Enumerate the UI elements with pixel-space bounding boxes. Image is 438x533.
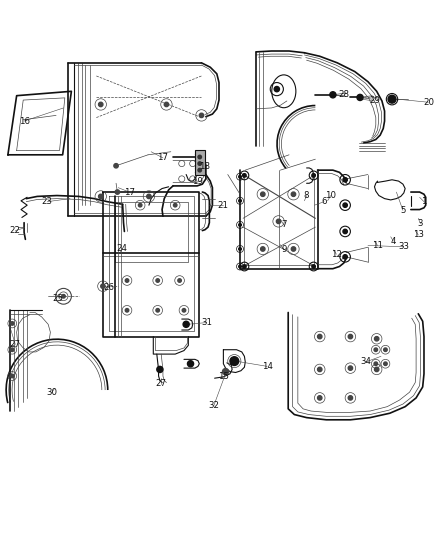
Circle shape: [101, 284, 105, 288]
Text: 21: 21: [217, 201, 228, 209]
Circle shape: [348, 334, 353, 339]
Circle shape: [239, 199, 241, 202]
Circle shape: [156, 309, 159, 312]
Circle shape: [125, 309, 129, 312]
Circle shape: [239, 175, 241, 178]
Text: 7: 7: [281, 220, 286, 229]
Circle shape: [164, 102, 169, 107]
Circle shape: [62, 295, 65, 298]
Circle shape: [156, 279, 159, 282]
Text: 26: 26: [103, 283, 114, 292]
Circle shape: [261, 192, 265, 197]
Circle shape: [147, 194, 151, 199]
Text: 16: 16: [18, 117, 30, 126]
Text: 17: 17: [157, 154, 169, 163]
Circle shape: [114, 164, 118, 168]
Circle shape: [318, 367, 322, 372]
Text: 9: 9: [281, 245, 286, 254]
Circle shape: [343, 255, 347, 259]
Text: 6: 6: [321, 197, 327, 206]
Circle shape: [125, 279, 129, 282]
Text: 13: 13: [413, 230, 424, 239]
Text: 32: 32: [208, 401, 219, 410]
Circle shape: [187, 361, 194, 367]
Circle shape: [384, 348, 387, 351]
Circle shape: [343, 177, 347, 182]
Circle shape: [343, 229, 347, 233]
Text: 8: 8: [304, 191, 309, 200]
Circle shape: [312, 265, 315, 268]
Text: 25: 25: [52, 294, 64, 303]
Text: 20: 20: [423, 98, 434, 107]
Text: 27: 27: [155, 379, 167, 389]
Text: 14: 14: [261, 362, 273, 371]
Circle shape: [99, 102, 103, 107]
Text: 12: 12: [331, 250, 342, 259]
Text: 4: 4: [391, 237, 396, 246]
Text: 30: 30: [46, 388, 57, 397]
Text: 5: 5: [400, 206, 406, 215]
Circle shape: [374, 362, 378, 366]
Circle shape: [388, 95, 396, 103]
Circle shape: [11, 348, 14, 351]
Circle shape: [138, 204, 142, 207]
Circle shape: [348, 395, 353, 400]
Circle shape: [291, 192, 296, 197]
Bar: [195, 150, 205, 174]
Text: 18: 18: [199, 162, 211, 171]
Circle shape: [312, 174, 315, 177]
Circle shape: [374, 348, 378, 351]
Text: 29: 29: [369, 96, 380, 106]
Circle shape: [374, 367, 379, 372]
Text: 31: 31: [201, 318, 212, 327]
Circle shape: [274, 86, 279, 92]
Circle shape: [11, 374, 14, 378]
Circle shape: [239, 265, 241, 268]
Circle shape: [182, 309, 186, 312]
Circle shape: [243, 265, 246, 268]
Circle shape: [157, 366, 163, 373]
Circle shape: [384, 362, 387, 366]
Text: 27: 27: [10, 340, 21, 349]
Circle shape: [198, 168, 201, 172]
Circle shape: [374, 336, 379, 341]
Circle shape: [261, 247, 265, 251]
Text: 17: 17: [124, 188, 135, 197]
Circle shape: [230, 357, 239, 366]
Text: 34: 34: [360, 358, 371, 367]
Circle shape: [199, 113, 204, 118]
Circle shape: [318, 395, 322, 400]
Circle shape: [99, 194, 103, 199]
Text: 28: 28: [338, 90, 350, 99]
Circle shape: [276, 219, 281, 223]
Text: 22: 22: [10, 226, 21, 235]
Text: 19: 19: [192, 176, 202, 185]
Text: 10: 10: [325, 191, 336, 200]
Text: 23: 23: [42, 197, 53, 206]
Circle shape: [348, 366, 353, 370]
Circle shape: [343, 203, 347, 207]
Circle shape: [318, 334, 322, 339]
Circle shape: [357, 94, 363, 101]
Circle shape: [198, 155, 201, 159]
Circle shape: [198, 162, 201, 165]
Circle shape: [239, 223, 241, 226]
Circle shape: [291, 247, 296, 251]
Circle shape: [178, 279, 181, 282]
Circle shape: [183, 321, 189, 327]
Text: 1: 1: [421, 197, 427, 206]
Circle shape: [115, 190, 120, 194]
Text: 15: 15: [218, 373, 229, 382]
Circle shape: [11, 322, 14, 325]
Circle shape: [330, 92, 336, 98]
Circle shape: [243, 174, 246, 177]
Text: 3: 3: [418, 219, 423, 228]
Circle shape: [173, 204, 177, 207]
Text: 24: 24: [116, 244, 127, 253]
Circle shape: [223, 368, 229, 375]
Circle shape: [239, 248, 241, 251]
Text: 33: 33: [398, 243, 410, 251]
Text: 11: 11: [372, 241, 383, 250]
